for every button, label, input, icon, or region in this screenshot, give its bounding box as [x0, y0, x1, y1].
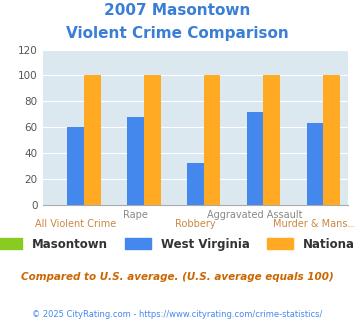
Bar	[307, 123, 323, 205]
Text: Robbery: Robbery	[175, 219, 215, 229]
Bar	[127, 117, 144, 205]
Bar	[204, 75, 220, 205]
Text: All Violent Crime: All Violent Crime	[35, 219, 116, 229]
Text: Aggravated Assault: Aggravated Assault	[207, 210, 303, 219]
Bar	[263, 75, 280, 205]
Text: Compared to U.S. average. (U.S. average equals 100): Compared to U.S. average. (U.S. average …	[21, 272, 334, 282]
Bar	[247, 112, 263, 205]
Bar	[84, 75, 101, 205]
Text: Rape: Rape	[123, 210, 148, 219]
Text: 2007 Masontown: 2007 Masontown	[104, 3, 251, 18]
Text: Murder & Mans...: Murder & Mans...	[273, 219, 355, 229]
Text: © 2025 CityRating.com - https://www.cityrating.com/crime-statistics/: © 2025 CityRating.com - https://www.city…	[32, 310, 323, 319]
Bar	[187, 163, 204, 205]
Bar	[67, 127, 84, 205]
Text: Violent Crime Comparison: Violent Crime Comparison	[66, 26, 289, 41]
Legend: Masontown, West Virginia, National: Masontown, West Virginia, National	[0, 233, 355, 255]
Bar	[323, 75, 340, 205]
Bar	[144, 75, 160, 205]
